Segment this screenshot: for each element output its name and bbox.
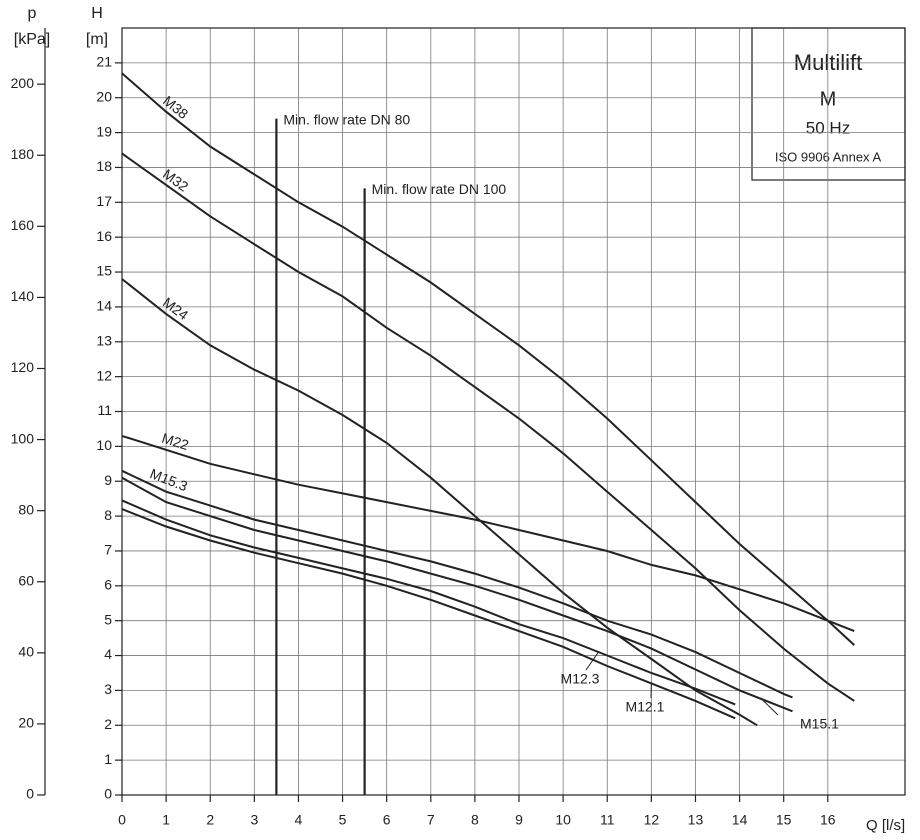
curve <box>121 152 855 702</box>
curve <box>121 476 793 713</box>
y-tick-label: 2 <box>104 716 112 732</box>
x-tick-label: 12 <box>644 812 660 828</box>
y-tick-label: 17 <box>96 193 112 209</box>
y2-axis-unit: [kPa] <box>14 31 50 48</box>
y2-tick-label: 160 <box>11 217 35 233</box>
series-label: M24 <box>160 294 192 323</box>
x-tick-label: 10 <box>555 812 571 828</box>
curve <box>121 434 855 633</box>
x-tick-label: 8 <box>471 812 479 828</box>
series-label: M32 <box>160 166 192 195</box>
y-tick-label: 19 <box>96 123 112 139</box>
annotation: Min. flow rate DN 80 <box>283 111 410 127</box>
x-tick-label: 11 <box>600 812 615 828</box>
title-box <box>751 27 906 181</box>
curve <box>121 499 736 706</box>
x-tick-label: 7 <box>427 812 435 828</box>
y2-tick-label: 0 <box>26 786 34 802</box>
x-tick-label: 13 <box>688 812 704 828</box>
y-tick-label: 11 <box>97 402 112 418</box>
annotation: Min. flow rate DN 100 <box>372 181 507 197</box>
y-tick-label: 0 <box>104 786 112 802</box>
y-tick-label: 20 <box>96 88 112 104</box>
x-tick-label: 15 <box>776 812 792 828</box>
y-tick-label: 16 <box>96 228 112 244</box>
x-axis-label: Q [l/s] <box>866 817 905 834</box>
series-label: M22 <box>160 430 191 454</box>
y-axis-unit: [m] <box>86 31 108 48</box>
y-tick-label: 1 <box>104 751 112 767</box>
leader-line <box>585 651 599 671</box>
y-tick-label: 7 <box>104 542 112 558</box>
y-tick-label: 13 <box>96 332 112 348</box>
x-tick-label: 5 <box>339 812 347 828</box>
y-tick-label: 10 <box>96 437 112 453</box>
curve <box>121 72 855 646</box>
series-label: M38 <box>160 92 191 122</box>
y-tick-label: 6 <box>104 577 112 593</box>
leader-line <box>761 698 779 716</box>
curve <box>121 508 736 720</box>
x-tick-label: 4 <box>295 812 303 828</box>
y2-tick-label: 80 <box>18 501 34 517</box>
plot-border <box>121 27 906 796</box>
y2-tick-label: 20 <box>18 715 34 731</box>
series-label: M12.1 <box>626 699 665 715</box>
y2-tick-label: 120 <box>11 359 35 375</box>
y2-tick-label: 60 <box>18 572 34 588</box>
y-tick-label: 3 <box>104 681 112 697</box>
x-tick-label: 14 <box>732 812 748 828</box>
y-tick-label: 14 <box>96 298 112 314</box>
y-tick-label: 18 <box>96 158 112 174</box>
x-tick-label: 1 <box>162 812 170 828</box>
y-tick-label: 4 <box>104 646 112 662</box>
x-tick-label: 9 <box>515 812 523 828</box>
y2-tick-label: 40 <box>18 644 34 660</box>
curve <box>121 278 758 727</box>
series-label: M15.3 <box>148 465 190 494</box>
curve <box>121 469 793 699</box>
y2-tick-label: 180 <box>11 146 35 162</box>
y-axis-label: H <box>91 5 103 22</box>
x-tick-label: 0 <box>118 812 126 828</box>
series-label: M12.3 <box>561 671 600 687</box>
y-tick-label: 15 <box>96 263 112 279</box>
series-label: M15.1 <box>800 716 839 732</box>
y-tick-label: 9 <box>104 472 112 488</box>
x-tick-label: 6 <box>383 812 391 828</box>
y2-tick-label: 140 <box>11 288 35 304</box>
y-tick-label: 12 <box>96 367 112 383</box>
x-tick-label: 16 <box>820 812 836 828</box>
x-tick-label: 2 <box>206 812 214 828</box>
y-tick-label: 21 <box>96 54 112 70</box>
x-tick-label: 3 <box>250 812 258 828</box>
y-tick-label: 8 <box>104 507 112 523</box>
y2-axis-label: p <box>28 5 37 22</box>
y2-tick-label: 100 <box>11 430 35 446</box>
y2-tick-label: 200 <box>11 75 35 91</box>
y-tick-label: 5 <box>104 611 112 627</box>
